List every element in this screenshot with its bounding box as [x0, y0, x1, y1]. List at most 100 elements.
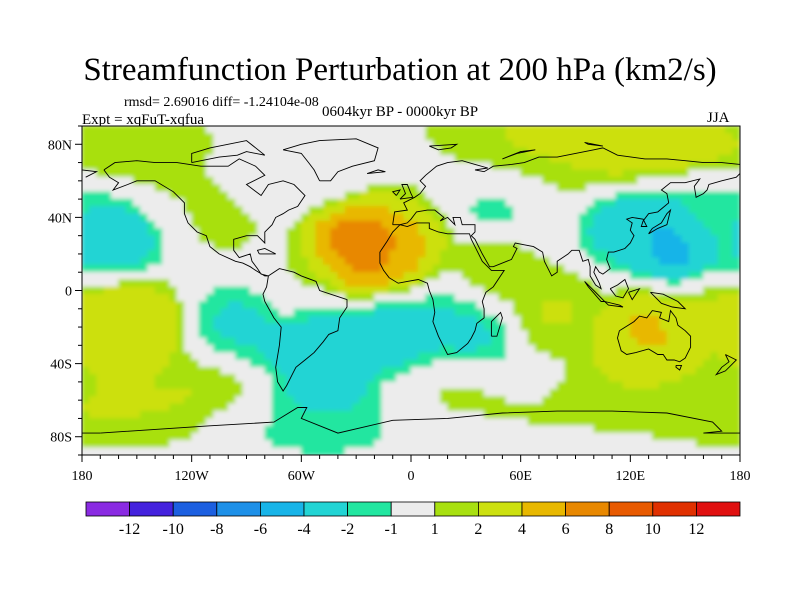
field-cell [600, 271, 609, 280]
field-cell [162, 257, 171, 266]
field-cell [388, 206, 397, 215]
field-cell [549, 366, 558, 375]
field-cell [169, 308, 178, 317]
field-cell [403, 403, 412, 412]
field-cell [279, 279, 288, 288]
field-cell [571, 410, 580, 419]
field-cell [666, 418, 675, 427]
field-cell [220, 279, 229, 288]
colorbar-label: 1 [431, 521, 439, 538]
field-cell [447, 345, 456, 353]
field-cell [322, 147, 331, 156]
field-cell [132, 228, 141, 236]
field-cell [659, 162, 668, 171]
field-cell [637, 359, 646, 368]
field-cell [352, 264, 361, 273]
field-cell [301, 206, 309, 215]
field-cell [615, 257, 624, 266]
field-cell [366, 154, 375, 163]
field-cell [578, 271, 587, 280]
field-cell [352, 271, 361, 280]
field-cell [673, 271, 682, 280]
field-cell [615, 176, 624, 185]
field-cell [293, 301, 302, 310]
field-cell [418, 176, 426, 185]
field-cell [220, 242, 229, 251]
field-cell [396, 154, 404, 163]
field-cell [491, 140, 500, 149]
field-cell [103, 366, 112, 375]
field-cell [527, 396, 536, 405]
field-cell [410, 279, 419, 288]
field-cell [176, 301, 185, 310]
field-cell [564, 257, 573, 266]
field-cell [439, 162, 448, 171]
field-cell [125, 418, 134, 427]
field-cell [725, 154, 733, 163]
field-cell [469, 213, 478, 222]
field-cell [556, 330, 565, 339]
field-cell [359, 184, 368, 193]
field-cell [264, 301, 273, 310]
field-cell [154, 301, 163, 310]
field-cell [534, 432, 543, 441]
field-cell [483, 191, 492, 200]
field-cell [366, 403, 375, 412]
field-cell [732, 410, 740, 419]
field-cell [695, 337, 704, 346]
field-cell [198, 301, 207, 310]
field-cell [154, 147, 163, 156]
field-cell [198, 140, 207, 149]
field-cell [666, 279, 675, 288]
field-cell [118, 301, 127, 310]
field-cell [578, 133, 587, 141]
field-cell [249, 352, 258, 361]
field-cell [491, 345, 500, 353]
field-cell [469, 293, 478, 302]
field-cell [162, 293, 171, 302]
field-cell [593, 418, 602, 427]
field-cell [483, 330, 492, 339]
field-cell [118, 381, 127, 390]
field-cell [162, 418, 171, 427]
field-cell [293, 169, 302, 178]
field-cell [556, 242, 565, 251]
field-cell [688, 213, 697, 222]
field-cell [381, 396, 390, 405]
field-cell [425, 366, 434, 375]
field-cell [147, 418, 156, 427]
field-cell [498, 447, 507, 455]
field-cell [659, 220, 668, 229]
field-cell [96, 154, 105, 163]
field-cell [96, 213, 105, 222]
field-cell [301, 337, 309, 346]
field-cell [425, 176, 434, 185]
field-cell [308, 213, 317, 222]
field-cell [396, 286, 404, 295]
field-cell [337, 403, 346, 412]
field-cell [578, 352, 587, 361]
field-cell [227, 162, 236, 171]
field-cell [527, 279, 536, 288]
field-cell [140, 293, 149, 302]
field-cell [476, 440, 485, 448]
coastline [379, 222, 506, 356]
field-cell [513, 410, 521, 419]
field-cell [82, 220, 90, 229]
field-cell [191, 330, 200, 339]
field-cell [622, 206, 631, 215]
field-cell [242, 352, 251, 361]
field-cell [330, 374, 339, 383]
field-cell [374, 184, 383, 193]
field-cell [381, 345, 390, 353]
field-cell [593, 264, 602, 273]
field-cell [578, 366, 587, 375]
field-cell [330, 410, 339, 419]
field-cell [132, 293, 141, 302]
field-cell [271, 403, 280, 412]
field-cell [600, 126, 609, 134]
field-cell [118, 184, 127, 193]
field-cell [271, 271, 280, 280]
field-cell [688, 191, 697, 200]
field-cell [564, 337, 573, 346]
